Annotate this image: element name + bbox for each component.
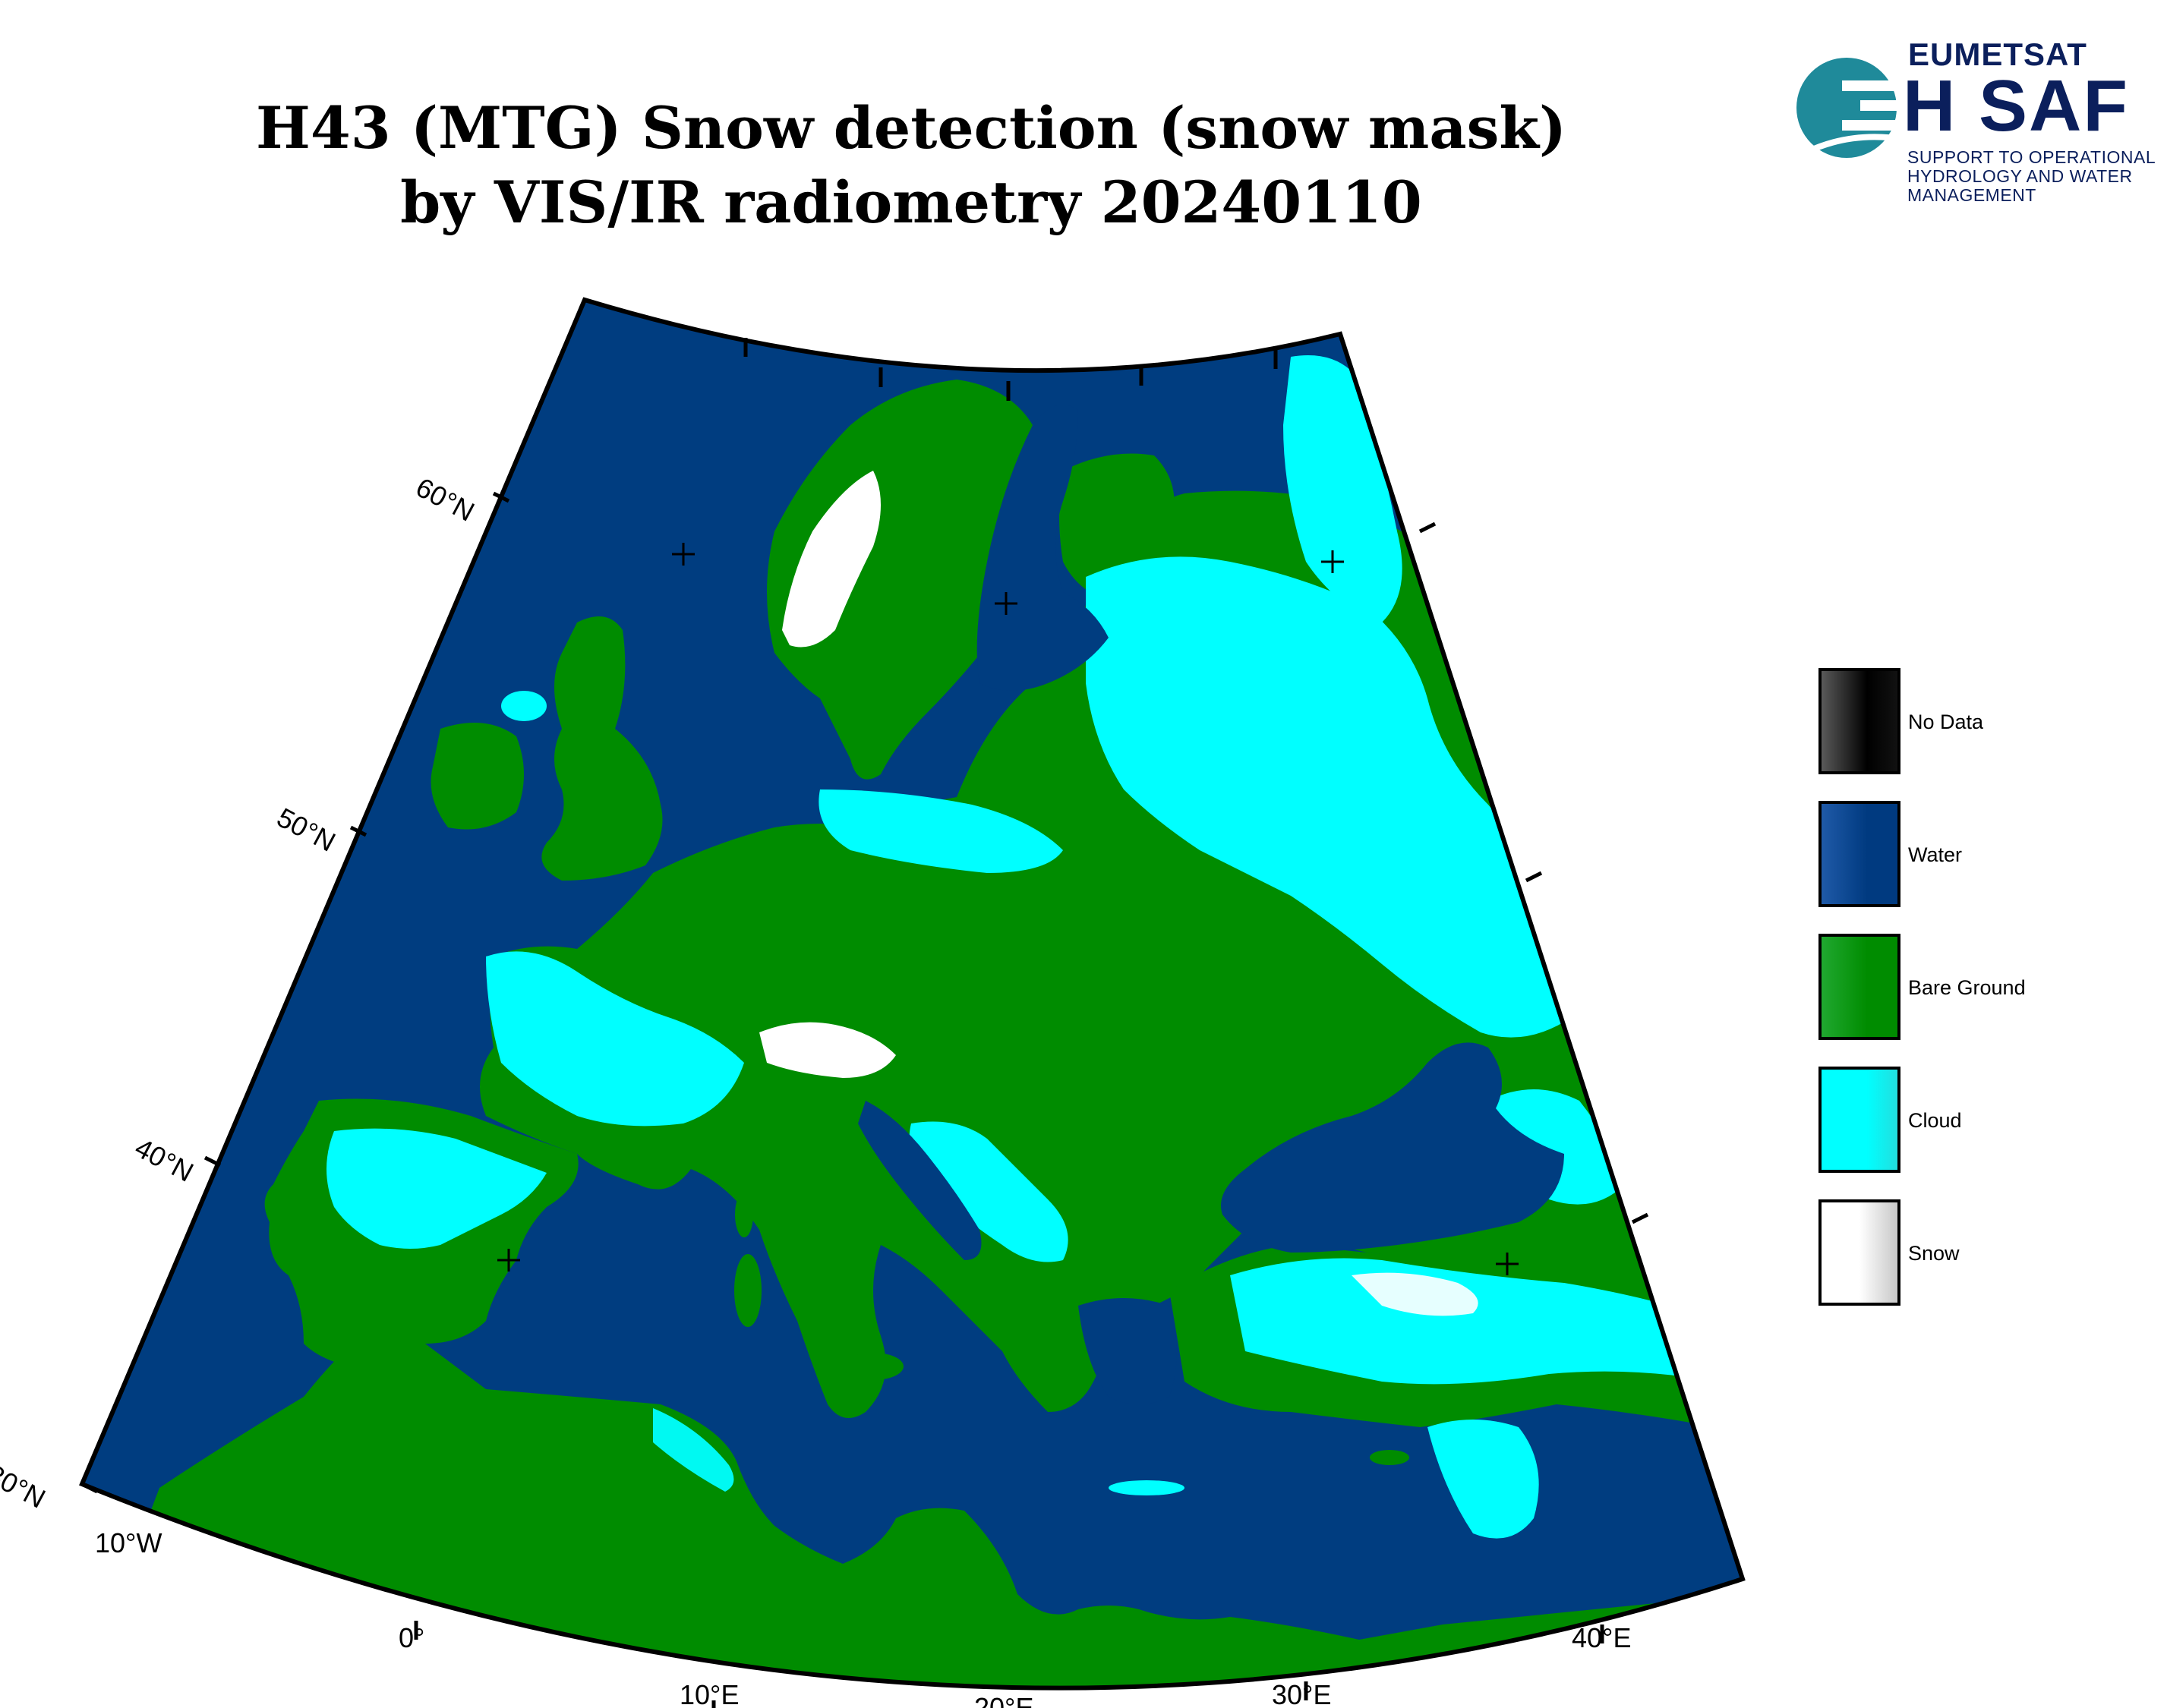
legend-label-bare-ground: Bare Ground	[1908, 976, 2026, 999]
iberia-cloud	[326, 1128, 547, 1249]
lat-label-50n: 50°N	[272, 802, 340, 858]
legend-label-no-data: No Data	[1908, 711, 1984, 733]
legend-item-water: Water	[1818, 801, 2122, 915]
logo-tagline: SUPPORT TO OPERATIONAL HYDROLOGY AND WAT…	[1907, 147, 2156, 205]
norway-snow	[782, 471, 881, 648]
crete-island	[1109, 1480, 1184, 1495]
logo-brand-name: H SAF	[1903, 65, 2129, 147]
lon-label-10w: 10°W	[95, 1527, 162, 1558]
lon-label-40e: 40°E	[1572, 1622, 1631, 1653]
baltic-sea	[976, 405, 1109, 691]
sicily-island	[843, 1353, 904, 1380]
baltic-poland-cloud	[819, 789, 1063, 873]
logo-org-name: EUMETSAT	[1908, 36, 2087, 72]
eumetsat-hsaf-logo: EUMETSAT H SAF SUPPORT TO OPERATIONAL HY…	[1792, 30, 2156, 228]
anatolia-snow	[1352, 1272, 1478, 1316]
alps-snow	[759, 1022, 896, 1078]
corsica-island	[735, 1192, 753, 1237]
legend-item-no-data: No Data	[1818, 668, 2122, 782]
legend-label-cloud: Cloud	[1908, 1109, 1962, 1132]
adriatic-sea	[858, 1101, 982, 1260]
map-title-line-2: by VIS/IR radiometry 20240110	[400, 169, 1422, 236]
legend-swatch-bare-ground	[1818, 934, 1900, 1040]
legend-swatch-cloud	[1818, 1067, 1900, 1173]
legend-swatch-no-data	[1818, 668, 1900, 774]
map-title-line-1: H43 (MTG) Snow detection (snow mask)	[256, 94, 1566, 162]
legend-label-water: Water	[1908, 843, 1963, 866]
lon-label-30e: 30°E	[1272, 1679, 1331, 1708]
east-europe-cloud	[1086, 556, 1582, 1038]
lat-label-40n: 40°N	[130, 1132, 198, 1188]
middle-east-cloud	[1427, 1420, 1539, 1539]
map-frame-border	[79, 297, 1746, 1691]
aegean-sea	[1078, 1298, 1177, 1404]
lon-label-10e: 10°E	[680, 1679, 739, 1708]
black-sea	[1221, 1042, 1564, 1253]
latitude-ticks	[80, 491, 510, 1494]
hsaf-emblem-icon	[1796, 58, 1906, 158]
anatolia-cloud	[1230, 1258, 1716, 1385]
france-cloud	[486, 951, 744, 1127]
legend-label-snow: Snow	[1908, 1242, 1960, 1265]
north-africa-cloud	[653, 1408, 734, 1492]
scandinavia-land	[767, 380, 1040, 780]
iceland-faroe-cloud	[501, 691, 547, 721]
map-title: H43 (MTG) Snow detection (snow mask) by …	[152, 91, 1670, 240]
lon-label-0: 0°	[399, 1622, 424, 1653]
graticule-crosses	[497, 543, 1519, 1275]
legend-item-cloud: Cloud	[1818, 1067, 2122, 1180]
caucasus-cloud	[1488, 1089, 1625, 1205]
lat-label-60n: 60°N	[411, 471, 479, 528]
ireland-land	[431, 723, 524, 830]
lat-label-30n: 30°N	[0, 1458, 51, 1514]
great-britain-land	[541, 616, 663, 881]
legend-swatch-water	[1818, 801, 1900, 907]
sardinia-island	[734, 1254, 762, 1327]
legend-item-bare-ground: Bare Ground	[1818, 934, 2122, 1048]
legend-swatch-snow	[1818, 1199, 1900, 1306]
lon-label-20e: 20°E	[974, 1692, 1033, 1708]
cyprus-island	[1370, 1450, 1409, 1465]
russia-cloud	[1283, 355, 1402, 622]
longitude-ticks	[414, 338, 1649, 1708]
legend-item-snow: Snow	[1818, 1199, 2122, 1313]
balkans-cloud	[909, 1121, 1068, 1262]
